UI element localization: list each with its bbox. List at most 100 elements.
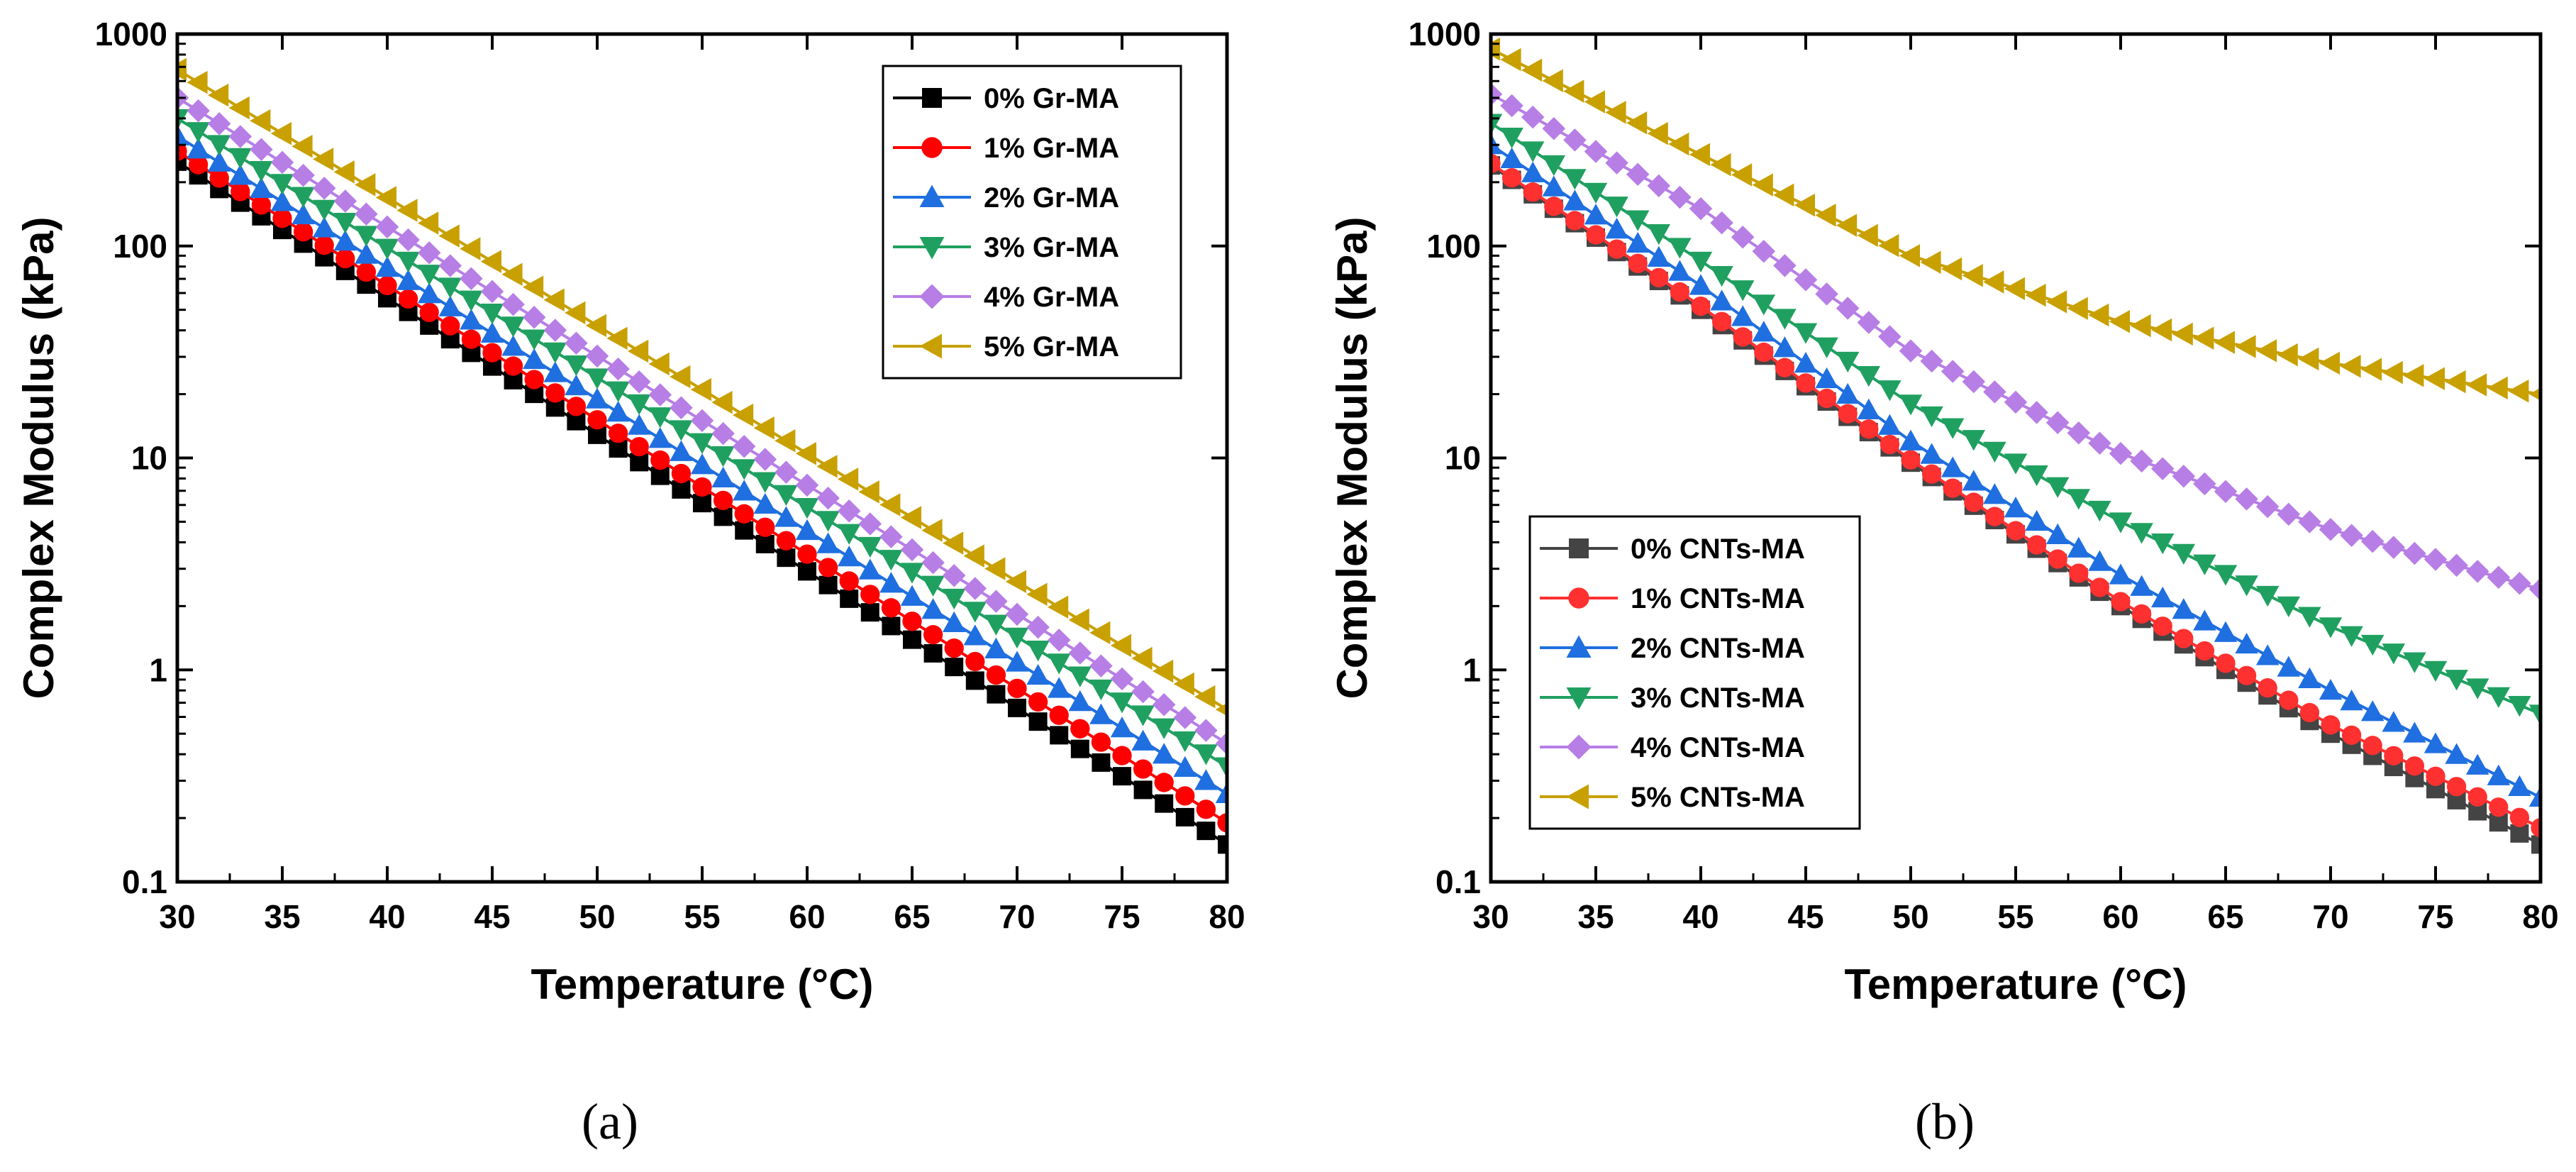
data-point	[2214, 480, 2238, 503]
data-point	[711, 421, 735, 446]
data-point	[1899, 394, 1923, 416]
data-point	[2214, 331, 2235, 354]
data-point	[524, 370, 544, 389]
data-point	[1964, 492, 1984, 512]
data-point	[818, 575, 838, 595]
data-point	[2277, 343, 2298, 367]
data-point	[2193, 609, 2216, 631]
data-point	[1794, 268, 1818, 292]
data-point	[2004, 277, 2025, 301]
data-point	[585, 344, 609, 368]
data-point	[2382, 536, 2406, 559]
data-point	[1836, 351, 1860, 373]
data-point	[860, 585, 880, 604]
data-point	[1899, 244, 1920, 267]
data-point	[881, 598, 901, 618]
data-point	[690, 409, 714, 433]
data-point	[2153, 617, 2172, 636]
data-point	[2172, 543, 2196, 565]
legend-label: 2% CNTs-MA	[1631, 633, 1805, 664]
data-point	[1710, 211, 1733, 235]
data-point	[1089, 703, 1113, 724]
data-point	[2403, 652, 2426, 673]
data-point	[207, 83, 229, 107]
data-point	[1565, 211, 1585, 231]
data-point	[2109, 512, 2133, 534]
data-point	[1113, 767, 1131, 786]
data-point	[417, 241, 441, 265]
data-point	[1983, 380, 2006, 404]
data-point	[545, 383, 565, 403]
x-tick-label: 55	[1997, 898, 2033, 935]
data-point	[396, 251, 420, 273]
data-point	[419, 302, 439, 322]
data-point	[2445, 743, 2468, 764]
data-point	[207, 135, 231, 156]
data-point	[775, 460, 798, 484]
data-point	[2489, 797, 2509, 817]
data-point	[2528, 785, 2541, 807]
data-point	[2067, 297, 2088, 320]
data-point	[1689, 251, 1713, 273]
data-point	[1491, 133, 1503, 155]
data-point	[292, 203, 315, 225]
data-point	[2487, 565, 2511, 590]
data-point	[585, 368, 609, 389]
legend-label: 1% CNTs-MA	[1631, 583, 1805, 614]
data-point	[1605, 197, 1628, 218]
data-point	[2279, 690, 2299, 710]
data-point	[187, 122, 210, 143]
data-point	[1173, 706, 1197, 729]
data-point	[2508, 571, 2531, 595]
data-point	[1112, 746, 1132, 765]
data-point	[417, 265, 441, 286]
data-point	[1542, 116, 1566, 140]
data-point	[2004, 453, 2028, 475]
data-point	[984, 590, 1008, 613]
data-point	[2404, 756, 2425, 776]
data-point	[231, 182, 250, 201]
data-point	[1542, 175, 1566, 197]
data-point	[1068, 666, 1092, 687]
data-point	[2319, 617, 2343, 638]
data-point	[1857, 365, 1881, 387]
panel-caption: (b)	[1915, 1093, 1975, 1150]
data-point	[438, 224, 460, 248]
data-point	[250, 109, 271, 133]
data-point	[2382, 360, 2403, 385]
data-point	[732, 435, 756, 458]
data-point	[2214, 565, 2238, 586]
data-point	[2340, 524, 2363, 547]
data-point	[2025, 283, 2046, 307]
x-tick-label: 75	[2417, 898, 2453, 935]
data-point	[1070, 739, 1089, 758]
data-point	[797, 544, 817, 564]
data-point	[501, 316, 525, 338]
legend-label: 0% CNTs-MA	[1631, 534, 1805, 565]
data-point	[1647, 245, 1671, 267]
data-point	[1689, 143, 1710, 167]
data-point	[270, 150, 294, 175]
legend-label: 2% Gr-MA	[984, 182, 1119, 214]
data-point	[942, 588, 966, 610]
data-point	[2193, 554, 2216, 575]
data-point	[2069, 563, 2089, 583]
data-point	[187, 99, 210, 123]
data-point	[1731, 305, 1755, 326]
data-point	[858, 480, 879, 504]
data-point	[1878, 325, 1902, 348]
data-point	[798, 562, 816, 581]
chart-panel-a: 30 35 40 45 50 55 60 65 70 75 80 0.1 1 10 100 1000 Tempe…	[15, 16, 1245, 1008]
data-point	[2465, 753, 2489, 775]
data-point	[690, 433, 714, 454]
data-point	[1089, 654, 1113, 678]
x-tick-label: 30	[159, 898, 195, 935]
data-point	[2487, 687, 2511, 708]
data-point	[1175, 786, 1195, 806]
data-point	[2258, 678, 2277, 698]
data-point	[1647, 174, 1671, 198]
data-point	[1133, 780, 1153, 800]
data-point	[1194, 769, 1218, 790]
data-point	[1794, 323, 1818, 344]
data-point	[2235, 487, 2258, 511]
